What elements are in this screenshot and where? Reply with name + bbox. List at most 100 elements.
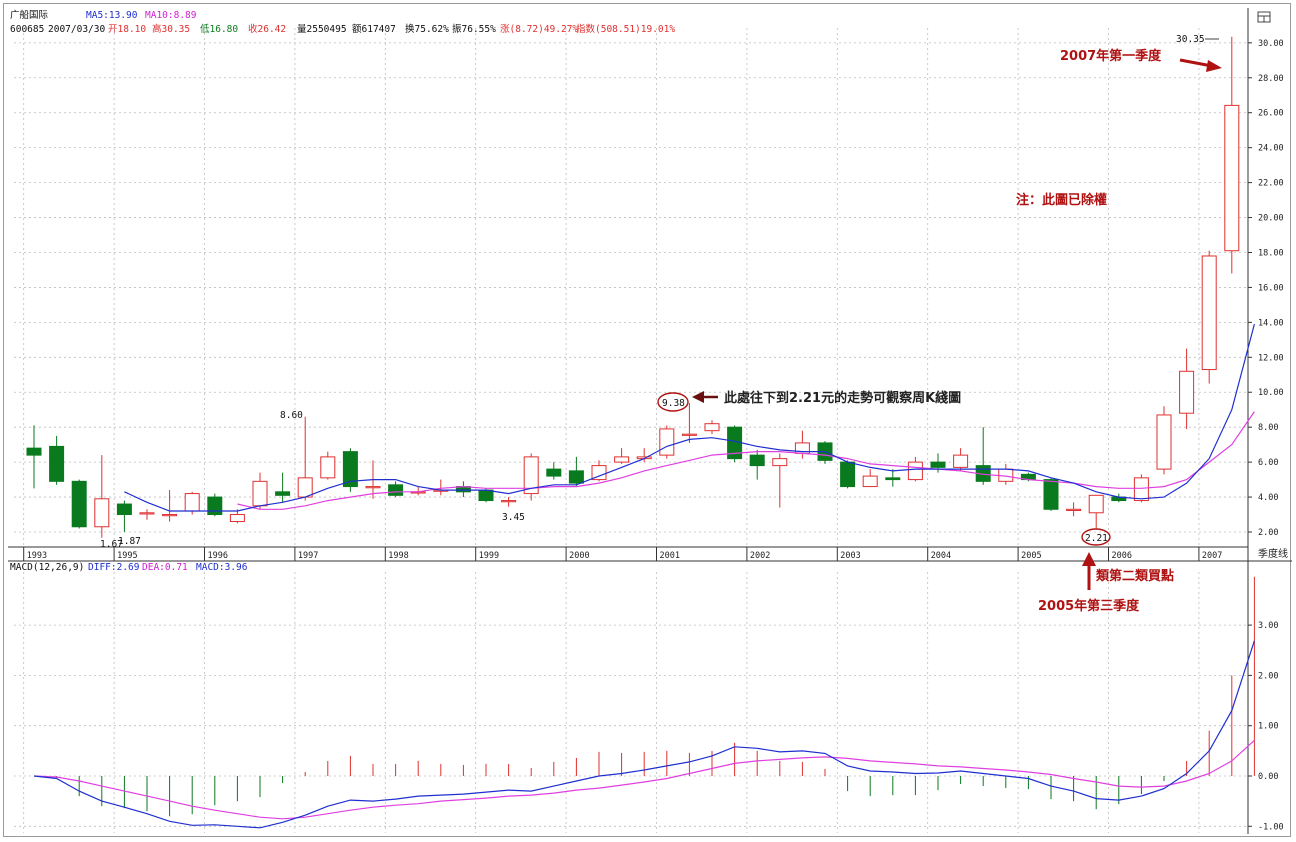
candle [1043, 477, 1059, 512]
close-value: 收26.42 [248, 23, 286, 35]
candle [749, 449, 765, 480]
price-tick-label: 16.00 [1258, 283, 1284, 293]
candle-body [1043, 479, 1059, 510]
macd-tick-label: 2.00 [1258, 671, 1278, 681]
candle-body [49, 445, 65, 482]
candle [455, 481, 471, 498]
candle [862, 469, 878, 488]
candle [252, 472, 268, 510]
year-label: 2000 [569, 551, 589, 561]
candle [704, 420, 720, 435]
open-value: 开18.10 [108, 24, 146, 35]
price-label-low-1993: 1.67 [100, 539, 123, 550]
low-value: 低16.80 [200, 23, 238, 35]
grid-lines [14, 28, 1248, 833]
candle [523, 453, 539, 501]
price-label-2005: 2.21 [1085, 533, 1108, 544]
candle [342, 448, 358, 492]
candle-body [885, 477, 901, 481]
candle [162, 490, 178, 522]
candle-body [275, 491, 291, 496]
candle [207, 493, 223, 517]
candle-body [365, 486, 381, 489]
ma10-legend: MA10:8.89 [145, 10, 197, 21]
candle [975, 427, 991, 485]
candle-body [704, 423, 720, 432]
year-label: 2003 [840, 551, 860, 561]
candle-body [523, 456, 539, 495]
index-value: 指数(508.51)19.01% [576, 23, 675, 35]
price-label-peak: 30.35 [1176, 34, 1205, 45]
axes: 30.00 28.00 26.00 24.00 22.00 20.00 18.00 16.00… [8, 8, 1292, 834]
candle [71, 479, 87, 529]
ma5-line [124, 323, 1255, 512]
candle-body [953, 454, 969, 468]
candle-body [546, 468, 562, 477]
ma10-line [237, 411, 1255, 510]
candle-body [71, 480, 87, 528]
candle-body [1133, 477, 1149, 502]
period-label: 季度线 [1258, 547, 1288, 560]
price-tick-label: 4.00 [1258, 493, 1278, 503]
candle-body [862, 475, 878, 488]
price-tick-label: 26.00 [1258, 109, 1284, 119]
price-label-1999: 3.45 [502, 512, 525, 523]
year-label: 1999 [479, 551, 499, 561]
price-tick-label: 10.00 [1258, 388, 1284, 398]
candle-body [297, 477, 313, 498]
amount-value: 额617407 [352, 23, 396, 35]
price-tick-label: 24.00 [1258, 144, 1284, 154]
circle-marker-2005 [1081, 528, 1111, 546]
diff-line [33, 640, 1255, 829]
candle-body [681, 433, 697, 436]
arrow-left-icon [692, 391, 704, 403]
candle-body [139, 512, 155, 515]
stock-name: 广船国际 [10, 9, 49, 21]
candle [229, 509, 245, 524]
candle [681, 403, 697, 443]
stock-date: 2007/03/30 [48, 24, 105, 35]
macd-dea: DEA:0.71 [142, 562, 188, 573]
window-restore-icon[interactable] [1257, 11, 1271, 23]
candle-body [1224, 104, 1240, 252]
moving-averages [124, 323, 1255, 512]
year-label: 1998 [388, 551, 408, 561]
candle [591, 460, 607, 482]
candle [659, 425, 675, 459]
candle [26, 425, 42, 489]
year-label: 1996 [208, 551, 228, 561]
candle-body [1201, 255, 1217, 371]
macd-tick-label: -1.00 [1258, 822, 1284, 832]
candle-body [342, 451, 358, 488]
macd-panel [33, 576, 1255, 829]
price-label-high-1996: 8.60 [280, 410, 303, 421]
year-label: 2002 [750, 551, 770, 561]
candle-body [229, 514, 245, 523]
annotation-week-k: 此處往下到2.21元的走勢可觀察周K綫圖 [724, 390, 961, 406]
candle-body [116, 503, 132, 516]
circle-marker-2001 [657, 392, 689, 412]
candle [930, 453, 946, 473]
price-label-2001: 9.38 [662, 398, 685, 409]
price-tick-label: 18.00 [1258, 248, 1284, 258]
macd-name: MACD(12,26,9) [10, 562, 84, 573]
candle-body [1179, 370, 1195, 414]
ma5-legend: MA5:13.90 [86, 10, 138, 21]
year-label: 2007 [1202, 551, 1222, 561]
candle [94, 455, 110, 538]
candle-body [501, 500, 517, 503]
candle [1179, 348, 1195, 429]
candle-body [26, 447, 42, 456]
candle [1066, 502, 1082, 517]
macd-tick-label: 3.00 [1258, 621, 1278, 631]
candle [275, 472, 291, 503]
price-tick-label: 20.00 [1258, 214, 1284, 224]
chart-window [3, 3, 1291, 837]
candle [885, 469, 901, 487]
arrow-up-icon [1082, 552, 1096, 566]
candle-body [930, 461, 946, 468]
amplitude-value: 振76.55% [452, 23, 496, 35]
price-tick-label: 6.00 [1258, 458, 1278, 468]
candle [907, 456, 923, 482]
